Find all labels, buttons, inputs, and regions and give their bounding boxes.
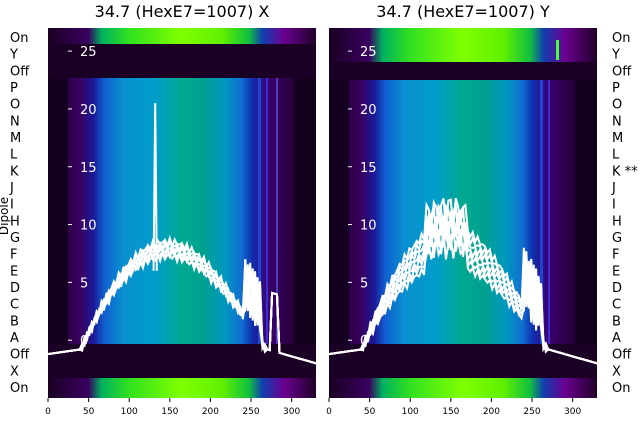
dipole-label: Y: [611, 48, 620, 63]
x-tick-label: 0: [45, 407, 51, 417]
dipole-label: On: [612, 31, 630, 46]
dipole-label: Y: [9, 48, 18, 63]
y-tick-label: 25: [80, 45, 97, 60]
dipole-label: M: [612, 131, 623, 146]
y-tick-label: 10: [80, 219, 97, 234]
x-tick-label: 200: [483, 407, 500, 417]
dipole-label: D: [10, 281, 20, 296]
dipole-label: Off: [612, 348, 632, 363]
dipole-label: A: [612, 331, 621, 346]
y-tick-label: 10: [360, 219, 377, 234]
dipole-label: L: [612, 148, 620, 163]
dipole-label: F: [10, 248, 17, 263]
dipole-label: F: [612, 248, 619, 263]
dipole-label: I: [612, 198, 616, 213]
dipole-label: M: [10, 131, 21, 146]
x-tick-labels: 0 50 100 150 200 250 300: [45, 398, 300, 417]
panel-x: 34.7 (HexE7=1007) X 0 5 10 15 20 25 0 50 100 150…: [9, 2, 317, 417]
y-axis-label: Dipole: [0, 197, 11, 235]
dipole-label: Off: [10, 64, 30, 79]
dipole-label: H: [10, 214, 20, 229]
dipole-label: X: [612, 364, 621, 379]
dipole-label: D: [612, 281, 622, 296]
dipole-label: K: [10, 164, 19, 179]
x-tick-label: 200: [202, 407, 219, 417]
x-tick-label: 250: [242, 407, 259, 417]
x-tick-label: 150: [442, 407, 459, 417]
x-tick-label: 50: [83, 407, 95, 417]
dipole-label: L: [10, 148, 18, 163]
dipole-label: J: [611, 181, 616, 196]
dipole-label: O: [612, 98, 622, 113]
dipole-label: N: [10, 114, 20, 129]
dipole-label: On: [10, 31, 28, 46]
dipole-label: K **: [612, 164, 638, 179]
y-tick-label: 5: [360, 276, 368, 291]
y-tick-label: 20: [80, 103, 97, 118]
dipole-label: P: [612, 81, 620, 96]
y-tick-label: 5: [80, 276, 88, 291]
overlay-lines: [47, 103, 317, 365]
panel-y: 34.7 (HexE7=1007) Y 0 5 10 15 20 25 0 50 100 150…: [326, 2, 638, 417]
overlay-spike: [152, 103, 158, 271]
y-tick-label: 15: [80, 161, 97, 176]
x-tick-label: 50: [364, 407, 376, 417]
x-tick-labels: 0 50 100 150 200 250 300: [326, 398, 581, 417]
dipole-label: P: [10, 81, 18, 96]
panel-title: 34.7 (HexE7=1007) X: [95, 2, 270, 21]
dipole-label: C: [612, 298, 621, 313]
heatmap-area: [48, 28, 316, 398]
x-tick-label: 250: [523, 407, 540, 417]
y-tick-label: 15: [360, 161, 377, 176]
dipole-label: N: [612, 114, 622, 129]
dipole-label: J: [9, 181, 14, 196]
dipole-label: On: [10, 381, 28, 396]
dipole-label: On: [612, 381, 630, 396]
x-tick-label: 300: [283, 407, 300, 417]
x-tick-label: 150: [161, 407, 178, 417]
dipole-label: Off: [612, 64, 632, 79]
overlay-line: [47, 234, 317, 365]
overlay-lines: [328, 197, 598, 365]
overlay-line: [328, 197, 598, 365]
dipole-label: I: [10, 198, 14, 213]
x-tick-label: 300: [564, 407, 581, 417]
dipole-label: E: [10, 264, 18, 279]
dipole-label: Off: [10, 348, 30, 363]
dipole-label: X: [10, 364, 19, 379]
dipole-label: B: [612, 314, 621, 329]
dipole-label: E: [612, 264, 620, 279]
x-tick-label: 100: [121, 407, 138, 417]
x-tick-label: 100: [402, 407, 419, 417]
dipole-label: H: [612, 214, 622, 229]
x-tick-label: 0: [326, 407, 332, 417]
dipole-label: O: [10, 98, 20, 113]
dipole-label: C: [10, 298, 19, 313]
dipole-label: G: [612, 231, 622, 246]
y-tick-label: 25: [360, 45, 377, 60]
dipole-label: A: [10, 331, 19, 346]
dipole-label: G: [10, 231, 20, 246]
panel-title: 34.7 (HexE7=1007) Y: [376, 2, 550, 21]
dipole-label: B: [10, 314, 19, 329]
y-tick-label: 20: [360, 103, 377, 118]
